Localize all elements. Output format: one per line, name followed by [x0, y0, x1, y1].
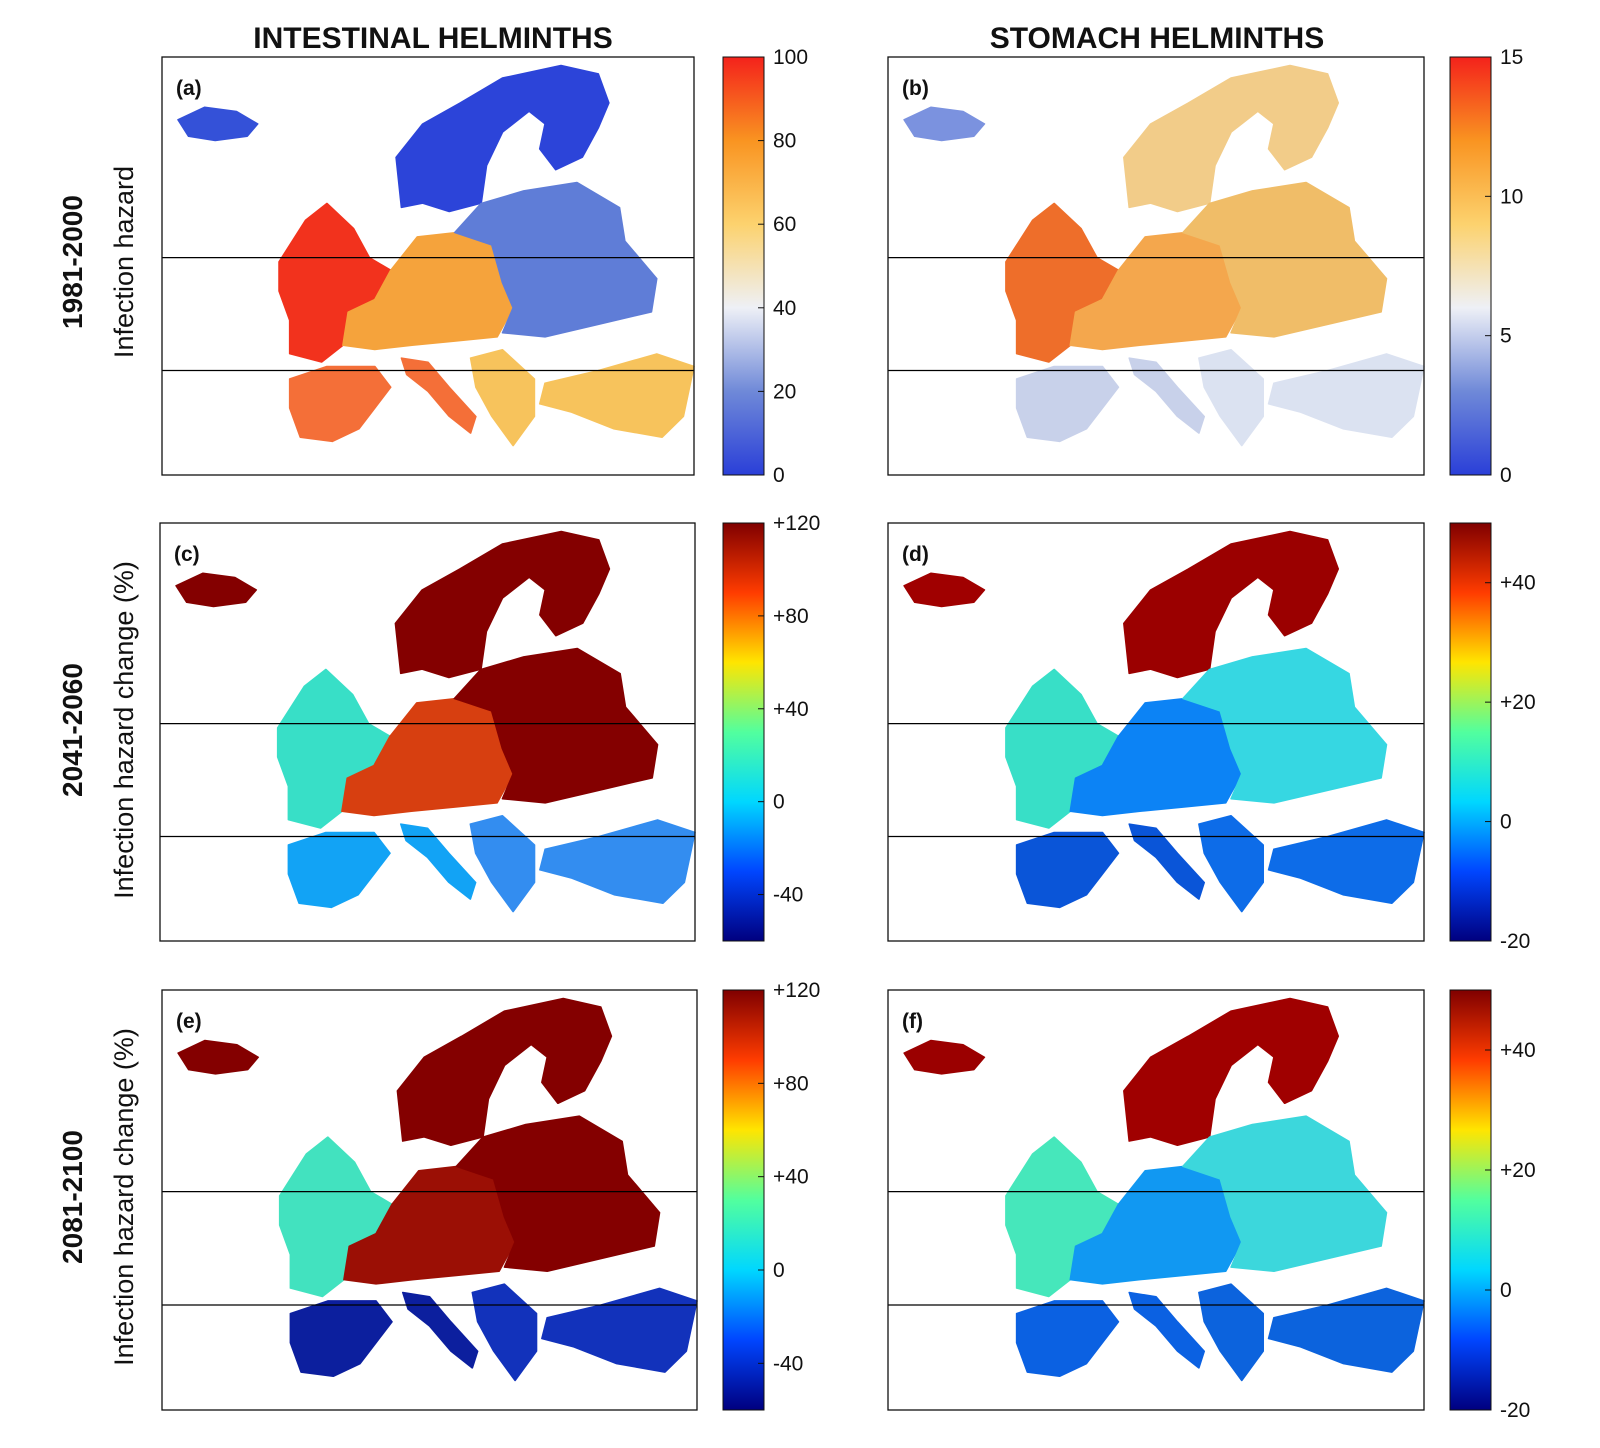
panel-label: (a) — [176, 77, 202, 100]
colorbar-tick-label: 0 — [773, 791, 785, 814]
colorbar-tick-label: 0 — [773, 1259, 785, 1282]
column-title-1: STOMACH HELMINTHS — [990, 22, 1324, 55]
map-panel-2: (c) -40 0 +40 +80 +120 — [159, 512, 820, 942]
map-region-iceland — [175, 572, 258, 608]
colorbar — [722, 56, 765, 476]
colorbar — [722, 522, 765, 942]
colorbar-tick-label: -20 — [1500, 1399, 1530, 1422]
colorbar-tick-label: -20 — [1500, 930, 1530, 953]
map-frame — [887, 56, 1425, 476]
map-region-iceland — [177, 1039, 260, 1075]
map-frame — [887, 522, 1425, 942]
colorbar-tick-label: +40 — [773, 1166, 809, 1189]
map-region-southeast — [471, 1283, 698, 1382]
colorbar-tick-label: -40 — [773, 884, 803, 907]
map-regions — [903, 64, 1425, 447]
colorbar-tick-label: 80 — [773, 130, 796, 153]
map-panel-4: (e) -40 0 +40 +80 +120 — [161, 979, 820, 1411]
colorbar-tick-label: 0 — [1500, 1279, 1512, 1302]
map-region-iceland — [903, 106, 986, 142]
row-period-label-2: 2081-2100 — [57, 1130, 88, 1264]
map-region-southeast — [469, 814, 696, 913]
map-region-north — [1123, 64, 1340, 213]
row-period-label-1: 2041-2060 — [57, 663, 88, 797]
colorbar-tick-label: 100 — [773, 46, 808, 69]
column-title-0: INTESTINAL HELMINTHS — [253, 22, 612, 55]
row-metric-label-0: Infection hazard — [109, 166, 139, 358]
map-region-north — [396, 997, 613, 1147]
colorbar — [1449, 522, 1492, 942]
map-panel-1: (b) 0 5 10 15 — [887, 46, 1523, 487]
map-region-southeast — [469, 348, 695, 447]
colorbar-tick-label: 15 — [1500, 46, 1523, 69]
colorbar-tick-label: 0 — [1500, 811, 1512, 834]
map-panel-0: (a) 0 20 40 60 80 100 — [161, 46, 808, 487]
colorbar-tick-label: +40 — [1500, 572, 1536, 595]
map-regions — [175, 530, 696, 913]
map-region-iceland — [177, 106, 259, 142]
colorbar-tick-label: +80 — [773, 1072, 809, 1095]
colorbar-tick-label: 60 — [773, 213, 796, 236]
colorbar — [722, 989, 765, 1411]
map-region-iceland — [903, 572, 986, 608]
colorbar-tick-label: +120 — [773, 512, 820, 535]
colorbar-tick-label: 0 — [773, 464, 785, 487]
row-metric-label-1: Infection hazard change (%) — [109, 561, 139, 899]
colorbar-tick-label: +120 — [773, 979, 820, 1002]
map-region-north — [394, 530, 611, 679]
map-region-southeast — [1198, 814, 1425, 913]
colorbar-tick-label: 5 — [1500, 325, 1512, 348]
colorbar-tick-label: -40 — [773, 1352, 803, 1375]
colorbar-tick-label: 0 — [1500, 464, 1512, 487]
colorbar-tick-label: +80 — [773, 605, 809, 628]
map-region-southeast — [1198, 1283, 1425, 1382]
map-panel-5: (f) -20 0 +20 +40 — [887, 989, 1536, 1422]
map-region-north — [395, 64, 610, 213]
map-panel-3: (d) -20 0 +20 +40 — [887, 522, 1536, 953]
map-regions — [177, 997, 698, 1382]
colorbar-tick-label: 10 — [1500, 185, 1523, 208]
colorbar-tick-label: +20 — [1500, 691, 1536, 714]
colorbar-tick-label: 20 — [773, 380, 796, 403]
colorbar-tick-label: 40 — [773, 297, 796, 320]
map-region-iceland — [903, 1039, 986, 1075]
colorbar — [1449, 56, 1492, 476]
map-frame — [887, 989, 1425, 1411]
colorbar-tick-label: +40 — [773, 698, 809, 721]
colorbar — [1449, 989, 1492, 1411]
panel-label: (b) — [902, 77, 929, 100]
colorbar-tick-label: +40 — [1500, 1039, 1536, 1062]
map-region-southeast — [1198, 348, 1425, 447]
row-metric-label-2: Infection hazard change (%) — [109, 1028, 139, 1366]
map-frame — [159, 522, 696, 942]
colorbar-tick-label: +20 — [1500, 1159, 1536, 1182]
panel-label: (c) — [174, 543, 200, 566]
map-region-north — [1123, 997, 1340, 1147]
panel-label: (e) — [176, 1010, 202, 1033]
map-regions — [903, 530, 1425, 913]
row-period-label-0: 1981-2000 — [57, 195, 88, 329]
map-region-north — [1123, 530, 1340, 679]
map-regions — [903, 997, 1425, 1382]
panel-label: (d) — [902, 543, 929, 566]
panel-label: (f) — [902, 1010, 923, 1033]
map-frame — [161, 56, 695, 476]
map-frame — [161, 989, 698, 1411]
